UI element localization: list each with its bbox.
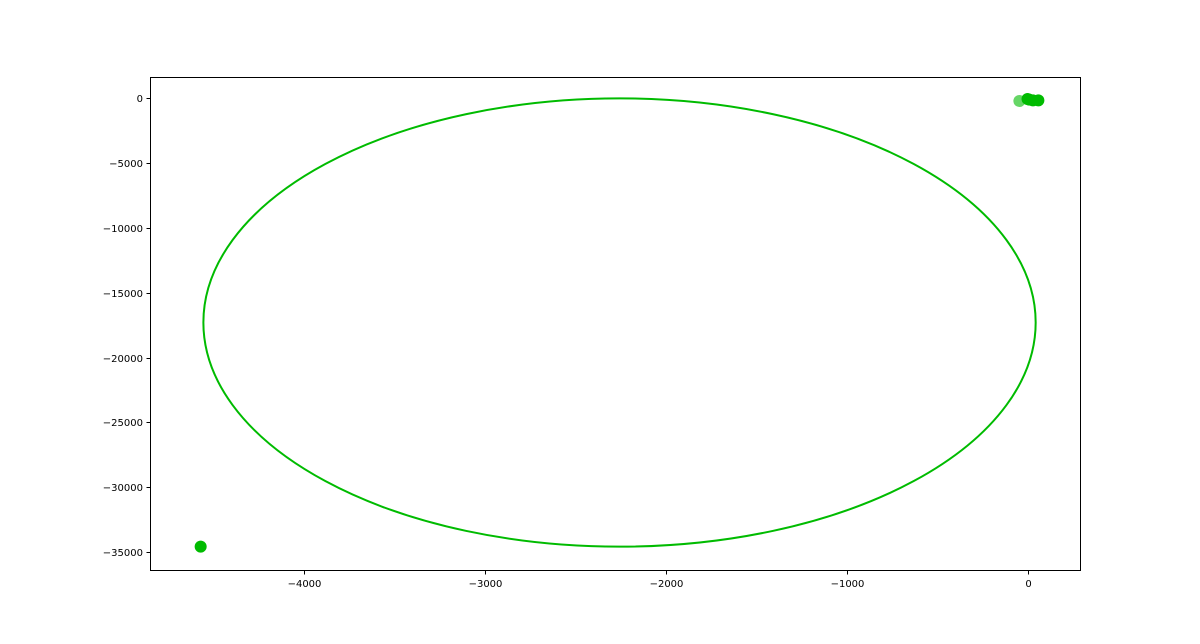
y-tick-label: −20000 — [103, 354, 143, 365]
y-tick-label: 0 — [137, 94, 143, 105]
plot-layer — [194, 93, 1045, 553]
y-tick-label: −30000 — [103, 483, 143, 494]
x-tick-label: −1000 — [831, 579, 865, 590]
y-tick-label: −5000 — [109, 159, 143, 170]
x-tick-label: −2000 — [650, 579, 684, 590]
y-tick-label: −25000 — [103, 418, 143, 429]
data-point — [194, 540, 207, 553]
x-tick-label: 0 — [1025, 579, 1031, 590]
x-tick-label: −3000 — [469, 579, 503, 590]
y-axis: 0 −5000 −10000 −15000 −20000 −25000 −30000 −350… — [103, 94, 151, 559]
y-tick-label: −10000 — [103, 224, 143, 235]
x-tick-label: −4000 — [288, 579, 322, 590]
x-axis: −4000 −3000 −2000 −1000 0 — [288, 570, 1032, 590]
orbit-ellipse — [202, 97, 1037, 548]
y-tick-label: −35000 — [103, 548, 143, 559]
y-tick-label: −15000 — [103, 289, 143, 300]
data-point — [1032, 94, 1045, 107]
axes-frame — [150, 77, 1081, 571]
